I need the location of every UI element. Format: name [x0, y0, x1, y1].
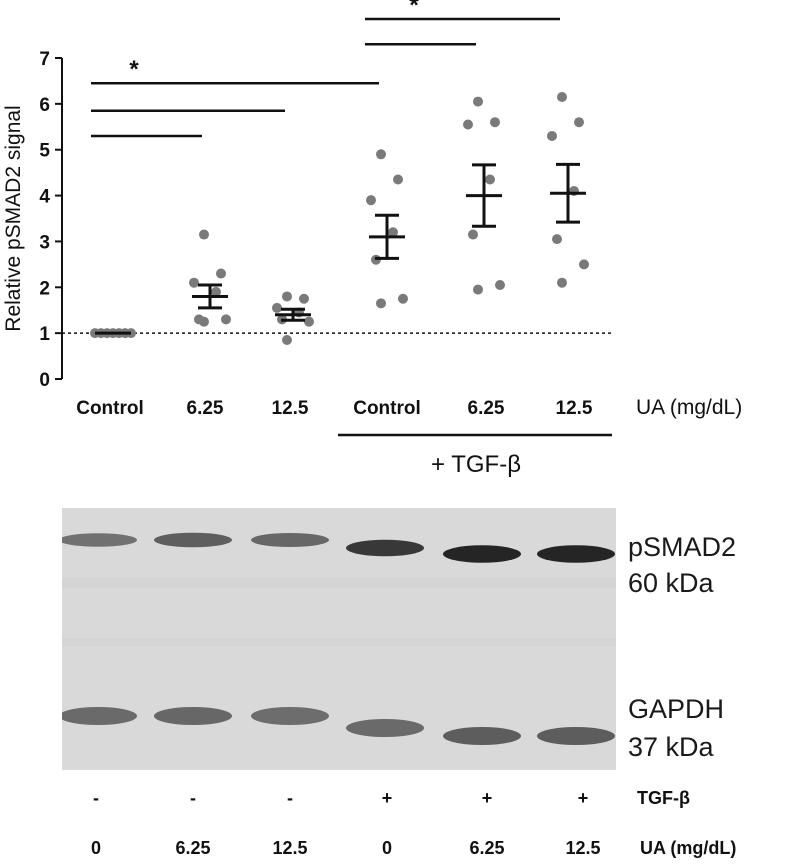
data-point — [299, 293, 309, 304]
y-tick-label: 7 — [39, 49, 50, 70]
y-tick-label: 0 — [39, 370, 50, 391]
data-point — [557, 277, 567, 288]
data-point — [473, 96, 483, 107]
psmad2-band — [154, 532, 232, 548]
gapdh-label: GAPDH — [628, 694, 725, 724]
x-tick-label: 6.25 — [187, 398, 224, 419]
x-tick-label: Control — [353, 398, 421, 419]
y-tick-label: 2 — [39, 278, 50, 299]
data-point — [304, 316, 314, 327]
data-point — [398, 293, 408, 304]
psmad2-band — [59, 533, 137, 547]
data-point — [388, 227, 398, 238]
tgf-lane-cell: - — [287, 788, 293, 808]
ua-lane-cell: 6.25 — [469, 838, 505, 858]
psmad2-label: pSMAD2 — [628, 532, 737, 562]
tgf-lane-cell: - — [190, 788, 196, 808]
gapdh-band — [537, 727, 615, 745]
y-axis-label: Relative pSMAD2 signal — [2, 105, 25, 331]
tgf-lane-cell: + — [381, 788, 393, 808]
psmad2-kda-label: 60 kDa — [628, 568, 714, 598]
ua-lane-cell: 0 — [381, 838, 393, 858]
western-blot — [59, 508, 616, 770]
tgf-lane-cell: - — [93, 788, 99, 808]
data-point — [189, 277, 199, 288]
data-point — [199, 316, 209, 327]
ua-lane-row: 0 6.25 12.5 0 6.25 12.5 UA (mg/dL) — [0, 838, 786, 868]
ua-lane-cell: 12.5 — [565, 838, 601, 858]
group-label: + TGF-β — [431, 451, 521, 478]
x-unit-label: UA (mg/dL) — [636, 396, 742, 419]
x-tick-label: 12.5 — [556, 398, 593, 419]
tgf-row-label: TGF-β — [637, 788, 690, 808]
scatter-chart: 0 1 2 3 4 5 6 7 Relative pSMAD2 signal * * Control 6… — [2, 0, 742, 478]
data-point — [216, 268, 226, 279]
western-blot-image — [59, 508, 616, 770]
tgf-lane-cell: + — [577, 788, 589, 808]
significance-label: * — [129, 56, 139, 83]
data-point — [574, 117, 584, 128]
psmad2-band — [443, 545, 521, 563]
y-tick-label: 4 — [39, 187, 50, 208]
data-point — [552, 234, 562, 245]
psmad2-band — [251, 533, 329, 547]
significance-label: * — [409, 0, 419, 19]
data-point — [366, 195, 376, 206]
data-point — [272, 302, 282, 313]
data-point — [199, 229, 209, 240]
gapdh-band — [154, 707, 232, 725]
data-point — [393, 174, 403, 185]
data-point — [547, 130, 557, 141]
data-point — [468, 229, 478, 240]
data-point — [376, 149, 386, 160]
gapdh-kda-label: 37 kDa — [628, 732, 714, 762]
ua-lane-cell: 6.25 — [175, 838, 211, 858]
gapdh-band — [443, 727, 521, 745]
x-tick-label: Control — [76, 398, 144, 419]
data-point — [221, 314, 231, 325]
data-point — [282, 335, 292, 346]
x-tick-label: 6.25 — [468, 398, 505, 419]
data-point — [579, 259, 589, 270]
ua-row-label: UA (mg/dL) — [640, 838, 737, 858]
data-point — [485, 174, 495, 185]
data-point — [490, 117, 500, 128]
x-tick-label: 12.5 — [272, 398, 309, 419]
tgf-lane-cell: + — [481, 788, 493, 808]
y-tick-label: 3 — [39, 232, 50, 253]
ua-lane-cell: 12.5 — [272, 838, 308, 858]
data-point — [473, 284, 483, 295]
y-tick-label: 5 — [39, 141, 50, 162]
ua-lane-cell: 0 — [90, 838, 102, 858]
gapdh-band — [251, 707, 329, 725]
data-point — [211, 286, 221, 297]
data-point — [376, 298, 386, 309]
y-tick-label: 6 — [39, 95, 50, 116]
blot-texture — [62, 638, 616, 646]
psmad2-band — [346, 539, 424, 557]
psmad2-band — [537, 545, 615, 563]
data-point — [282, 291, 292, 302]
data-point — [463, 119, 473, 130]
data-point — [557, 91, 567, 102]
gapdh-band — [59, 707, 137, 725]
blot-texture — [62, 578, 616, 588]
gapdh-band — [346, 719, 424, 737]
data-point — [495, 279, 505, 290]
tgf-lane-row: - - - + + + TGF-β — [0, 788, 786, 818]
y-tick-label: 1 — [39, 324, 50, 345]
